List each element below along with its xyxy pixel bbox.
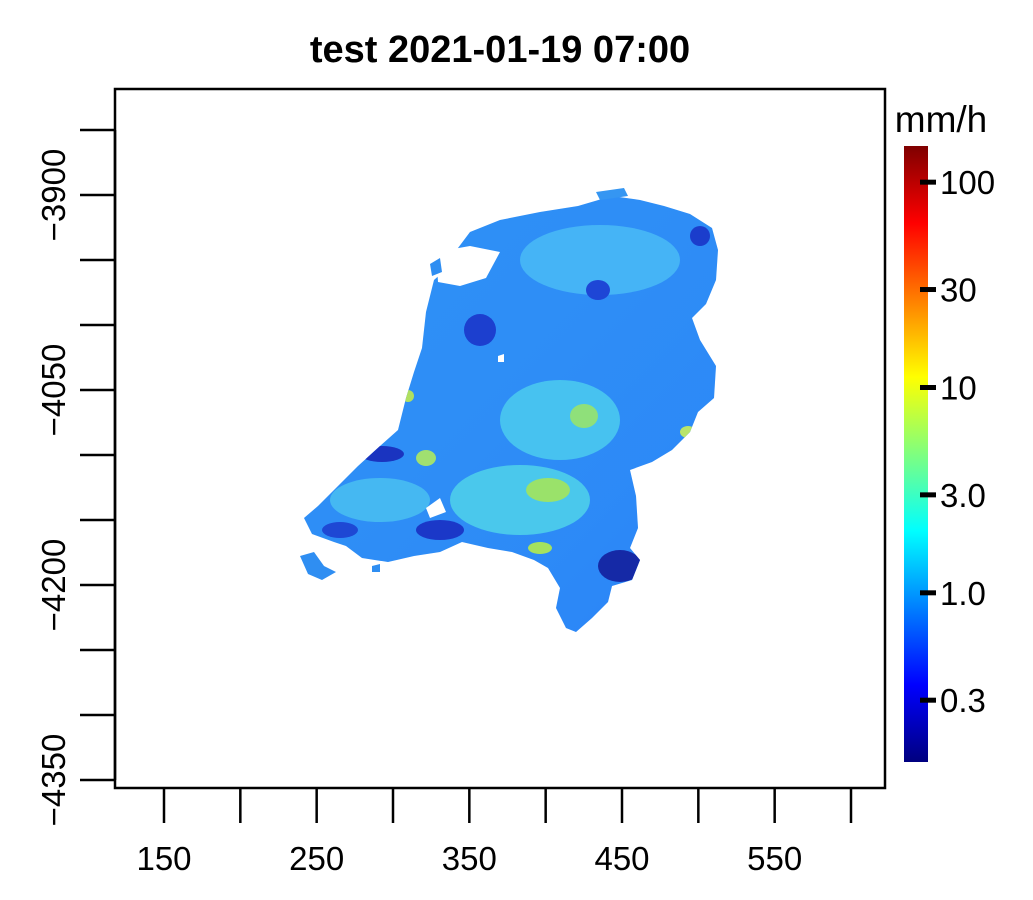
rain-patch-light: [500, 380, 620, 460]
rain-patch-moderate: [402, 390, 414, 402]
rain-patch-moderate: [680, 426, 696, 438]
x-tick-label: 150: [136, 840, 191, 877]
colorbar-ticks: 100 30 10 3.0 1.0 0.3: [920, 164, 995, 719]
x-tick-label: 250: [289, 840, 344, 877]
rain-patch-weak: [598, 550, 642, 582]
rain-patch-moderate: [528, 542, 552, 554]
x-axis: 150 250 350 450 550: [136, 788, 853, 877]
rain-field-island: [372, 564, 380, 572]
x-tick-label: 550: [747, 840, 802, 877]
colorbar-tick-label: 1.0: [940, 575, 986, 612]
plot-frame: [113, 87, 887, 790]
water-gap: [426, 498, 446, 518]
rain-patch-weak: [464, 314, 496, 346]
y-tick-label: −4350: [35, 734, 72, 827]
y-axis: −3900 −4050 −4200 −4350: [35, 128, 117, 827]
rain-field: [300, 188, 718, 632]
colorbar-tick-label: 100: [940, 164, 995, 201]
rain-patch-weak: [586, 280, 610, 300]
rain-patch-light: [520, 225, 680, 295]
y-tick-label: −3900: [35, 149, 72, 242]
x-tick-label: 450: [594, 840, 649, 877]
y-tick-label: −4200: [35, 539, 72, 632]
colorbar-unit: mm/h: [895, 99, 988, 140]
colorbar-ramp: [904, 146, 928, 762]
rain-patch-weak: [416, 520, 464, 540]
y-tick-label: −4050: [35, 344, 72, 437]
ijsselmeer-gap: [436, 246, 500, 286]
rain-field-coast: [430, 258, 442, 276]
rain-field-island: [300, 552, 336, 580]
colorbar: mm/h 100 30 10 3.0 1.0 0.3: [895, 99, 995, 762]
colorbar-tick-label: 30: [940, 272, 977, 309]
x-tick-label: 350: [442, 840, 497, 877]
rain-field-wadden: [596, 188, 628, 200]
rain-patch-weak: [360, 446, 404, 462]
rain-patch-moderate: [526, 478, 570, 502]
chart-title: test 2021-01-19 07:00: [310, 29, 690, 71]
rain-patch-light: [450, 465, 590, 535]
colorbar-tick-label: 10: [940, 369, 977, 406]
rain-patch-light: [330, 478, 430, 522]
rain-patch-weak: [690, 226, 710, 246]
water-gap: [498, 354, 504, 362]
rain-patch-weak: [322, 522, 358, 538]
colorbar-tick-label: 3.0: [940, 477, 986, 514]
rain-patch-moderate: [570, 404, 598, 428]
rain-patch-moderate: [416, 450, 436, 466]
colorbar-tick-label: 0.3: [940, 682, 986, 719]
